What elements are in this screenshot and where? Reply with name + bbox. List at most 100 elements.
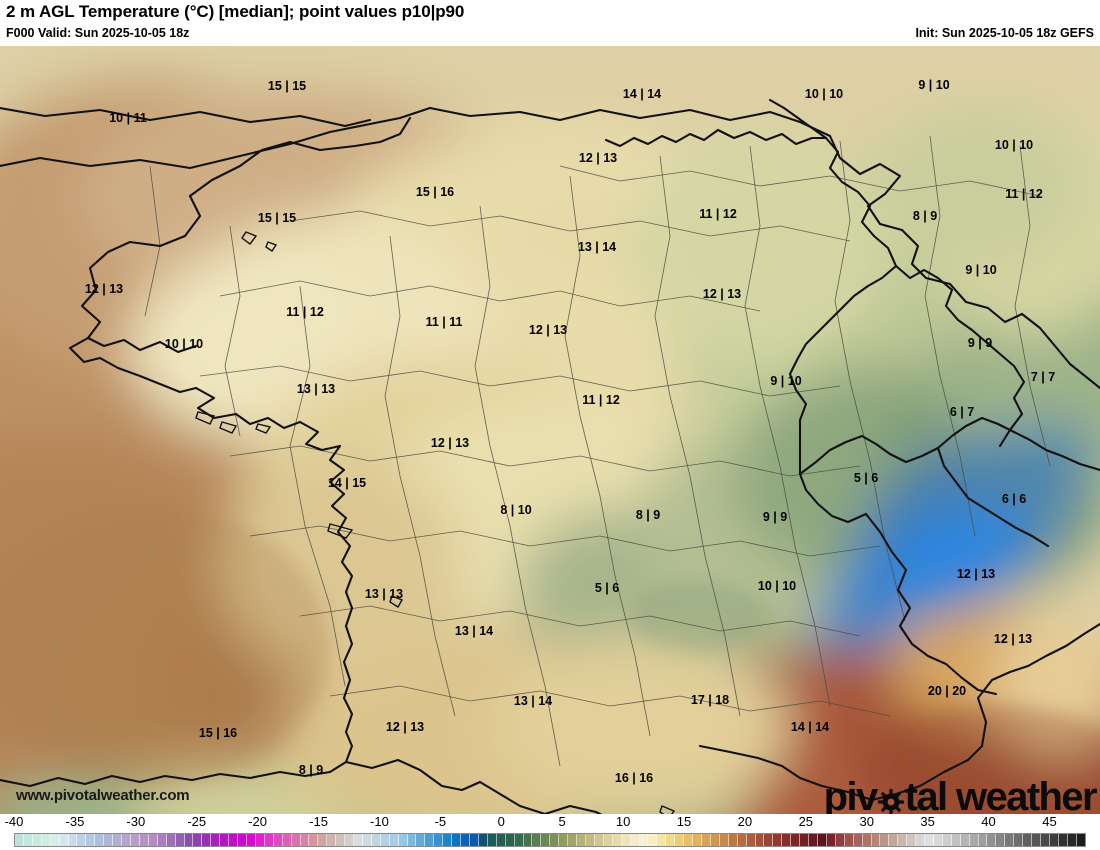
- colorbar-swatch: [398, 834, 408, 846]
- point-value-label: 14 | 14: [622, 86, 662, 101]
- point-value-label: 9 | 10: [965, 262, 997, 277]
- colorbar-tick: -35: [65, 814, 85, 829]
- point-value-label: 20 | 20: [927, 683, 967, 698]
- colorbar-swatch: [130, 834, 140, 846]
- colorbar-tick: 45: [1042, 814, 1057, 829]
- colorbar[interactable]: -40 -35 -30 -25 -20 -15 -10 -5 0 5 10 15 20 25 30 35 40 4…: [0, 814, 1100, 850]
- colorbar-swatch: [541, 834, 551, 846]
- colorbar-swatch: [809, 834, 818, 846]
- point-value-label: 17 | 18: [690, 692, 730, 707]
- colorbar-swatch: [211, 834, 221, 846]
- colorbar-swatch: [835, 834, 845, 846]
- point-value-label: 10 | 10: [804, 86, 844, 101]
- colorbar-swatch: [719, 834, 729, 846]
- colorbar-swatch: [925, 834, 934, 846]
- colorbar-swatch: [907, 834, 917, 846]
- colorbar-swatch: [657, 834, 667, 846]
- point-value-label: 9 | 9: [762, 509, 788, 524]
- colorbar-swatch: [23, 834, 33, 846]
- colorbar-swatch: [684, 834, 694, 846]
- colorbar-swatch: [817, 834, 827, 846]
- point-value-label: 11 | 12: [286, 304, 324, 319]
- colorbar-swatch: [755, 834, 765, 846]
- colorbar-swatch: [327, 834, 337, 846]
- colorbar-swatch: [773, 834, 783, 846]
- colorbar-swatch: [603, 834, 613, 846]
- colorbar-swatch: [889, 834, 899, 846]
- colorbar-swatch: [255, 834, 265, 846]
- colorbar-swatch: [871, 834, 881, 846]
- colorbar-swatch: [113, 834, 123, 846]
- point-value-label: 12 | 13: [430, 435, 470, 450]
- colorbar-swatch: [238, 834, 247, 846]
- point-value-label: 8 | 9: [635, 507, 661, 522]
- point-value-label: 7 | 7: [1030, 369, 1056, 384]
- contour-bands: [0, 506, 1100, 814]
- colorbar-swatch: [461, 834, 471, 846]
- colorbar-tick-labels: -40 -35 -30 -25 -20 -15 -10 -5 0 5 10 15 20 25 30 35 40 4…: [0, 814, 1100, 833]
- colorbar-swatch: [666, 834, 676, 846]
- colorbar-swatch: [568, 834, 578, 846]
- colorbar-swatch: [639, 834, 649, 846]
- colorbar-swatch: [577, 834, 586, 846]
- point-value-label: 11 | 12: [699, 206, 737, 221]
- point-value-label: 16 | 16: [614, 770, 654, 785]
- colorbar-tick: 20: [737, 814, 753, 829]
- colorbar-swatch: [371, 834, 381, 846]
- colorbar-swatch: [898, 834, 908, 846]
- colorbar-tick: -10: [370, 814, 389, 829]
- colorbar-swatch: [853, 834, 863, 846]
- colorbar-swatch: [826, 834, 836, 846]
- point-value-label: 15 | 16: [198, 725, 238, 740]
- point-value-label: 13 | 14: [513, 693, 553, 708]
- colorbar-tick: 10: [615, 814, 631, 829]
- point-value-label: 12 | 13: [993, 631, 1033, 646]
- point-value-label: 13 | 14: [454, 623, 494, 638]
- colorbar-swatch: [693, 834, 702, 846]
- colorbar-swatch: [59, 834, 69, 846]
- colorbar-swatch: [77, 834, 87, 846]
- point-value-label: 5 | 6: [594, 580, 620, 595]
- colorbar-swatch: [95, 834, 105, 846]
- colorbar-tick: 15: [676, 814, 692, 829]
- colorbar-swatch: [594, 834, 604, 846]
- colorbar-swatch: [630, 834, 640, 846]
- map-header: 2 m AGL Temperature (°C) [median]; point…: [0, 0, 1100, 46]
- colorbar-swatch: [318, 834, 328, 846]
- colorbar-swatch: [291, 834, 301, 846]
- colorbar-swatch: [41, 834, 51, 846]
- temperature-map[interactable]: 15 | 15 10 | 11 14 | 14 10 | 10 9 | 10 10 | 1…: [0, 46, 1100, 814]
- valid-time-label: F000 Valid: Sun 2025-10-05 18z: [6, 26, 190, 40]
- point-value-label: 5 | 6: [853, 470, 879, 485]
- page-title: 2 m AGL Temperature (°C) [median]; point…: [6, 2, 465, 21]
- colorbar-swatch: [148, 834, 158, 846]
- colorbar-tick: -30: [126, 814, 146, 829]
- colorbar-swatch: [862, 834, 872, 846]
- colorbar-swatch: [791, 834, 801, 846]
- colorbar-swatch: [559, 834, 569, 846]
- colorbar-swatch: [282, 834, 292, 846]
- colorbar-swatch: [407, 834, 417, 846]
- point-value-label: 10 | 11: [109, 110, 147, 125]
- point-value-label: 12 | 13: [84, 281, 124, 296]
- colorbar-swatch: [345, 834, 355, 846]
- point-value-label: 12 | 13: [702, 286, 742, 301]
- colorbar-swatch: [996, 834, 1006, 846]
- colorbar-swatch: [951, 834, 961, 846]
- colorbar-tick: 30: [859, 814, 874, 829]
- colorbar-tick: -20: [248, 814, 268, 829]
- colorbar-swatch: [1014, 834, 1024, 846]
- colorbar-swatch: [32, 834, 42, 846]
- colorbar-swatch: [1067, 834, 1077, 846]
- colorbar-swatch: [139, 834, 149, 846]
- colorbar-swatch: [969, 834, 979, 846]
- colorbar-swatch: [416, 834, 426, 846]
- colorbar-tick: 0: [497, 814, 505, 829]
- point-value-label: 8 | 9: [912, 208, 938, 223]
- point-value-label: 9 | 10: [918, 77, 950, 92]
- colorbar-swatch: [621, 834, 631, 846]
- colorbar-swatch: [800, 834, 810, 846]
- colorbar-swatch: [1076, 834, 1085, 846]
- colorbar-tick: -15: [309, 814, 328, 829]
